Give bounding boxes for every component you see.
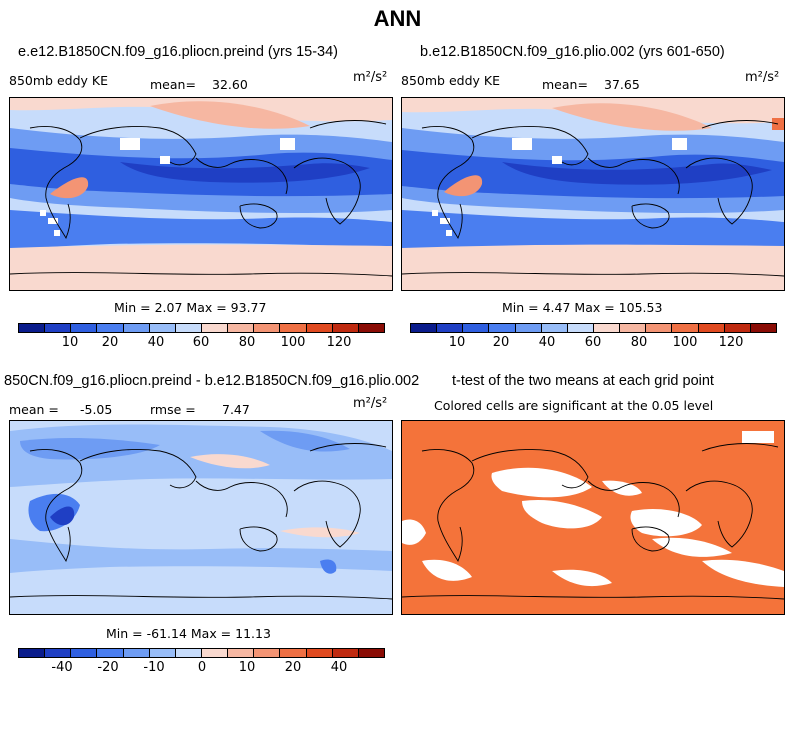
colorbar-swatch bbox=[97, 324, 124, 332]
panel3-mean-value: -5.05 bbox=[80, 402, 113, 417]
colorbar-swatch bbox=[280, 324, 307, 332]
colorbar-tick: 20 bbox=[492, 335, 510, 350]
colorbar-tick: -10 bbox=[143, 660, 165, 675]
colorbar-swatch bbox=[724, 324, 751, 332]
panel4-title: t-test of the two means at each grid poi… bbox=[452, 373, 714, 389]
colorbar-swatch bbox=[306, 649, 333, 657]
colorbar-tick: 120 bbox=[326, 335, 352, 350]
colorbar-swatch bbox=[19, 649, 46, 657]
panel3-map bbox=[9, 420, 393, 615]
colorbar-tick: 0 bbox=[197, 660, 207, 675]
panel1-units: m²/s² bbox=[353, 70, 388, 85]
panel2-map bbox=[401, 97, 785, 291]
colorbar-swatch bbox=[698, 324, 725, 332]
panel3-rmse-value: 7.47 bbox=[222, 402, 250, 417]
colorbar-swatch bbox=[358, 649, 384, 657]
colorbar-swatch bbox=[19, 324, 46, 332]
colorbar-swatch bbox=[489, 324, 516, 332]
colorbar-tick: 60 bbox=[192, 335, 210, 350]
colorbar-swatch bbox=[228, 649, 255, 657]
colorbar-swatch bbox=[254, 649, 281, 657]
panel2-title: b.e12.B1850CN.f09_g16.plio.002 (yrs 601-… bbox=[420, 44, 725, 60]
colorbar-swatch bbox=[646, 324, 673, 332]
colorbar-tick: 80 bbox=[238, 335, 256, 350]
colorbar-swatch bbox=[123, 324, 150, 332]
colorbar-swatch bbox=[71, 649, 98, 657]
colorbar-swatch bbox=[123, 649, 150, 657]
panel1-mean-value: 32.60 bbox=[212, 77, 248, 92]
colorbar-tick: 100 bbox=[672, 335, 698, 350]
colorbar-swatch bbox=[620, 324, 647, 332]
colorbar-tick: 80 bbox=[630, 335, 648, 350]
panel2-units: m²/s² bbox=[745, 70, 780, 85]
colorbar-swatch bbox=[175, 649, 202, 657]
colorbar-swatch bbox=[149, 649, 176, 657]
colorbar-swatch bbox=[280, 649, 307, 657]
figure-title: ANN bbox=[373, 6, 422, 31]
colorbar-swatch bbox=[175, 324, 202, 332]
colorbar-swatch bbox=[228, 324, 255, 332]
colorbar-tick: 120 bbox=[718, 335, 744, 350]
colorbar-swatch bbox=[437, 324, 464, 332]
colorbar-tick: 40 bbox=[538, 335, 556, 350]
colorbar-swatch bbox=[149, 324, 176, 332]
panel1-map bbox=[9, 97, 393, 291]
colorbar-tick: 10 bbox=[61, 335, 79, 350]
colorbar-swatch bbox=[332, 324, 359, 332]
colorbar-swatch bbox=[411, 324, 438, 332]
colorbar-swatch bbox=[97, 649, 124, 657]
colorbar-swatch bbox=[515, 324, 542, 332]
panel3-title: 850CN.f09_g16.pliocn.preind - b.e12.B185… bbox=[4, 373, 420, 389]
colorbar-swatch bbox=[672, 324, 699, 332]
panel3-rmse-label: rmse = bbox=[150, 402, 196, 417]
colorbar-swatch bbox=[567, 324, 594, 332]
panel3-units: m²/s² bbox=[353, 396, 388, 411]
colorbar-tick: 100 bbox=[280, 335, 306, 350]
panel4-subtitle: Colored cells are significant at the 0.0… bbox=[434, 398, 714, 413]
colorbar-tick: -40 bbox=[51, 660, 73, 675]
colorbar-swatch bbox=[45, 324, 72, 332]
panel3-mean-label: mean = bbox=[9, 402, 59, 417]
panel3-colorbar bbox=[18, 648, 385, 658]
colorbar-tick: 20 bbox=[284, 660, 302, 675]
panel1-mean-label: mean= bbox=[150, 77, 196, 92]
colorbar-swatch bbox=[358, 324, 384, 332]
colorbar-swatch bbox=[541, 324, 568, 332]
panel2-mean-label: mean= bbox=[542, 77, 588, 92]
panel1-variable: 850mb eddy KE bbox=[9, 73, 108, 88]
colorbar-swatch bbox=[593, 324, 621, 332]
panel1-minmax: Min = 2.07 Max = 93.77 bbox=[114, 300, 267, 315]
panel2-mean-value: 37.65 bbox=[604, 77, 640, 92]
panel1-colorbar bbox=[18, 323, 385, 333]
colorbar-swatch bbox=[332, 649, 359, 657]
colorbar-tick: 10 bbox=[238, 660, 256, 675]
colorbar-swatch bbox=[750, 324, 776, 332]
colorbar-tick: 40 bbox=[147, 335, 165, 350]
panel4-map bbox=[401, 420, 785, 615]
colorbar-swatch bbox=[306, 324, 333, 332]
panel2-colorbar bbox=[410, 323, 777, 333]
panel2-minmax: Min = 4.47 Max = 105.53 bbox=[502, 300, 663, 315]
panel3-minmax: Min = -61.14 Max = 11.13 bbox=[106, 626, 271, 641]
colorbar-swatch bbox=[463, 324, 490, 332]
colorbar-swatch bbox=[201, 324, 229, 332]
colorbar-tick: 40 bbox=[330, 660, 348, 675]
colorbar-swatch bbox=[71, 324, 98, 332]
colorbar-tick: 60 bbox=[584, 335, 602, 350]
colorbar-swatch bbox=[254, 324, 281, 332]
colorbar-swatch bbox=[201, 649, 229, 657]
colorbar-tick: 10 bbox=[448, 335, 466, 350]
colorbar-tick: -20 bbox=[97, 660, 119, 675]
colorbar-swatch bbox=[45, 649, 72, 657]
panel1-title: e.e12.B1850CN.f09_g16.pliocn.preind (yrs… bbox=[18, 44, 339, 60]
colorbar-tick: 20 bbox=[101, 335, 119, 350]
panel2-variable: 850mb eddy KE bbox=[401, 73, 500, 88]
